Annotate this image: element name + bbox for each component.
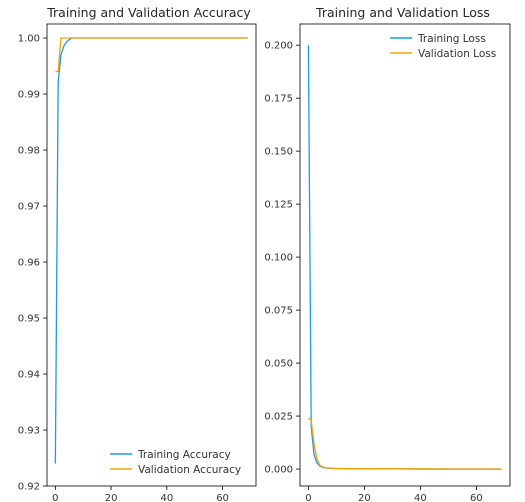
accuracy-series-line-training <box>55 38 247 464</box>
loss-y-tick-label: 0.150 <box>264 147 293 158</box>
loss-legend-label: Training Loss <box>417 33 486 45</box>
loss-series <box>308 45 501 469</box>
accuracy-legend-label: Validation Accuracy <box>138 464 241 476</box>
accuracy-legend: Training Accuracy Validation Accuracy <box>110 449 241 476</box>
loss-legend-label: Validation Loss <box>418 48 496 60</box>
accuracy-chart: Training and Validation Accuracy 0.920.9… <box>18 5 256 502</box>
accuracy-chart-title: Training and Validation Accuracy <box>46 5 251 20</box>
loss-legend: Training Loss Validation Loss <box>390 33 496 60</box>
loss-chart: Training and Validation Loss 0.0000.0250… <box>264 5 510 502</box>
accuracy-y-tick-label: 1.00 <box>18 34 40 45</box>
loss-y-tick-label: 0.050 <box>264 359 293 370</box>
loss-plot-area <box>300 24 510 486</box>
accuracy-y-tick-label: 0.92 <box>18 482 40 493</box>
accuracy-y-tick-label: 0.99 <box>18 90 40 101</box>
loss-y-tick-label: 0.175 <box>264 94 293 105</box>
accuracy-y-tick-label: 0.95 <box>18 314 40 325</box>
accuracy-x-tick-label: 60 <box>216 493 229 502</box>
loss-y-tick-label: 0.000 <box>264 465 293 476</box>
accuracy-series-line-validation <box>55 38 247 72</box>
loss-chart-title: Training and Validation Loss <box>315 5 490 20</box>
loss-x-tick-label: 40 <box>414 493 427 502</box>
loss-x-tick-label: 0 <box>305 493 311 502</box>
accuracy-y-tick-label: 0.98 <box>18 146 40 157</box>
loss-y-tick-label: 0.075 <box>264 306 293 317</box>
loss-y-tick-label: 0.200 <box>264 41 293 52</box>
accuracy-x-tick-label: 0 <box>52 493 58 502</box>
accuracy-x-tick-label: 40 <box>160 493 173 502</box>
loss-x-tick-label: 20 <box>358 493 371 502</box>
loss-series-line-training <box>308 45 501 469</box>
loss-y-tick-label: 0.100 <box>264 253 293 264</box>
accuracy-series <box>55 38 247 464</box>
loss-y-tick-label: 0.025 <box>264 412 293 423</box>
loss-x-axis: 0 20 40 60 <box>305 486 483 502</box>
accuracy-x-axis: 0 20 40 60 <box>52 486 229 502</box>
loss-y-axis: 0.000 0.025 0.050 0.075 0.100 0.125 0.150 0.175… <box>264 41 300 476</box>
accuracy-y-tick-label: 0.93 <box>18 426 40 437</box>
accuracy-y-tick-label: 0.97 <box>18 202 40 213</box>
accuracy-legend-label: Training Accuracy <box>137 449 231 461</box>
accuracy-y-tick-label: 0.96 <box>18 258 40 269</box>
accuracy-x-tick-label: 20 <box>105 493 118 502</box>
accuracy-plot-area <box>47 24 256 486</box>
loss-x-tick-label: 60 <box>470 493 483 502</box>
accuracy-y-axis: 0.92 0.93 0.94 0.95 0.96 0.97 0.98 0.99 1.00 <box>18 34 47 493</box>
accuracy-y-tick-label: 0.94 <box>18 370 40 381</box>
loss-series-line-validation <box>308 418 501 469</box>
loss-y-tick-label: 0.125 <box>264 200 293 211</box>
